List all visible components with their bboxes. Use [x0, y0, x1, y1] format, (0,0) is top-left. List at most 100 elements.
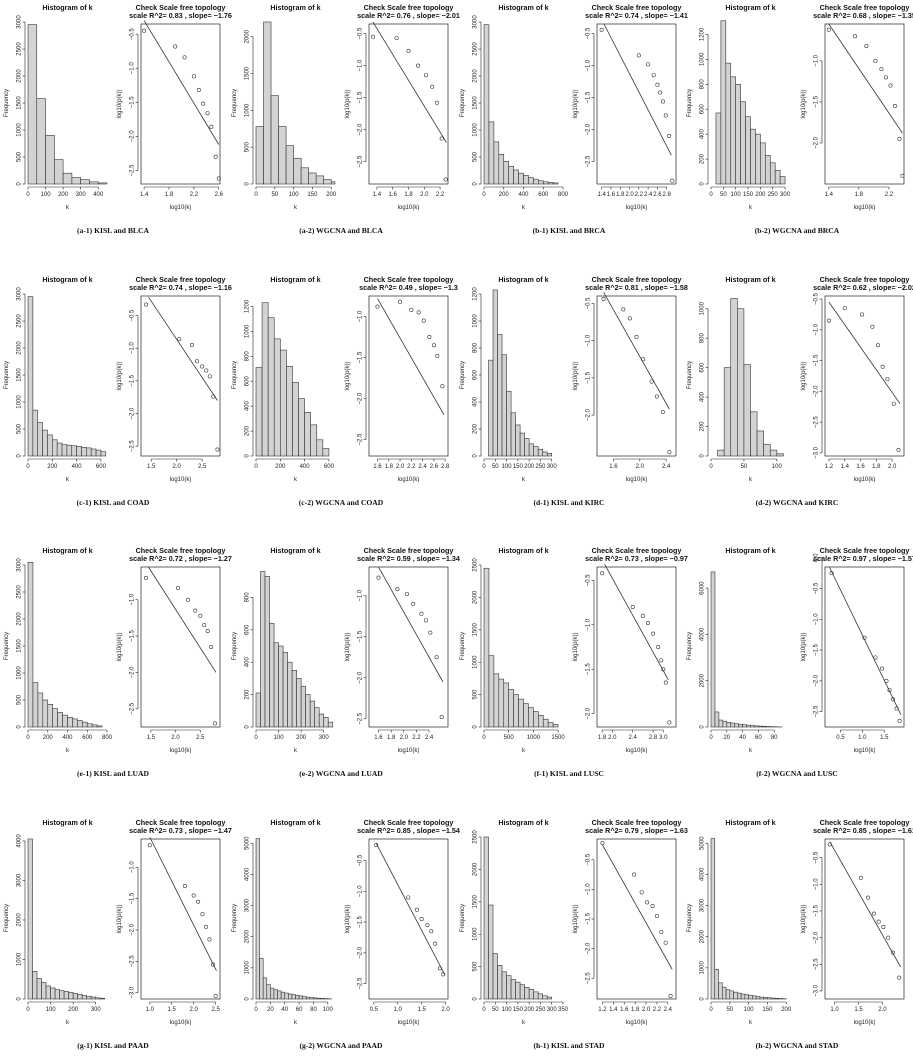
y-axis-label: Frequency	[232, 632, 238, 660]
y-tick-label: −1.0	[358, 885, 364, 898]
x-tick-label: 1.8	[404, 192, 413, 198]
y-tick-label: 1000	[245, 103, 251, 117]
regression-line	[604, 564, 669, 681]
y-tick-label: −1.0	[586, 618, 592, 631]
histogram-bar	[730, 722, 736, 728]
x-tick-label: 2.0	[878, 1007, 887, 1013]
histogram-bar	[769, 162, 776, 185]
x-tick-label: 3.0	[659, 735, 668, 741]
y-tick-label: 1000	[17, 395, 23, 409]
y-tick-label: 0	[17, 182, 23, 186]
panel-subtitle: scale R^2= 0.97 , slope= −1.57	[813, 554, 913, 563]
y-tick-label: −0.5	[814, 582, 820, 595]
histogram-bar	[767, 997, 772, 1000]
histogram-bar	[288, 993, 293, 1000]
data-point	[193, 608, 198, 613]
histogram-bar	[740, 101, 746, 185]
histogram-bar	[91, 724, 98, 728]
histogram-bar	[733, 991, 738, 1000]
histogram-bar	[513, 694, 519, 728]
histogram-bar	[95, 449, 102, 457]
data-point	[663, 940, 668, 945]
panel-caption: (d-1) KISL and KIRC	[533, 498, 604, 507]
histogram-bar	[710, 838, 716, 1000]
histogram-bar	[295, 994, 300, 1000]
histogram-bar	[483, 24, 490, 185]
x-axis-label: k	[522, 205, 526, 211]
regression-line	[378, 566, 444, 683]
histogram-bar	[492, 289, 498, 457]
y-tick-label: 600	[700, 362, 706, 373]
panel-subtitle: scale R^2= 0.74 , slope= −1.16	[129, 283, 232, 292]
x-tick-label: 250	[768, 192, 779, 198]
plot-frame	[824, 23, 905, 185]
y-tick-label: 800	[700, 333, 706, 344]
y-tick-label: 3000	[245, 898, 251, 912]
panel-subtitle: scale R^2= 0.85 , slope= −1.61	[813, 826, 913, 835]
y-axis-label: log10(p(k))	[801, 904, 807, 933]
y-tick-label: −1.0	[130, 593, 136, 606]
y-axis-label: Frequency	[460, 89, 466, 117]
y-tick-label: −1.5	[814, 904, 820, 917]
histogram-bar	[278, 126, 287, 185]
x-tick-label: 1.8	[165, 192, 174, 198]
x-axis-label: log10(k)	[398, 477, 420, 483]
histogram-bar	[758, 725, 763, 728]
data-point	[853, 34, 858, 39]
histogram-bar	[68, 991, 74, 1000]
histogram-bar	[62, 714, 68, 728]
histogram-bar	[763, 443, 771, 457]
x-tick-label: 1.0	[858, 735, 867, 741]
x-tick-label: 2.6	[430, 464, 439, 470]
data-point	[376, 575, 381, 580]
y-tick-label: 400	[700, 391, 706, 402]
histogram-bar	[293, 157, 302, 185]
x-axis-label: log10(k)	[170, 477, 192, 483]
y-tick-label: 5000	[700, 836, 706, 850]
y-tick-label: 2000	[17, 341, 23, 355]
y-tick-label: 400	[245, 657, 251, 668]
histogram-bar	[255, 126, 264, 185]
plot-frame	[140, 566, 221, 728]
y-tick-label: −2.5	[358, 977, 364, 990]
histogram-bar	[723, 367, 732, 457]
data-point	[873, 655, 878, 660]
x-tick-label: 300	[780, 192, 791, 198]
histogram-bar	[498, 678, 505, 728]
x-tick-label: 250	[535, 1007, 546, 1013]
y-tick-label: −2.0	[358, 946, 364, 959]
y-tick-label: −2.0	[586, 408, 592, 421]
panel-m1: Histogram of k 0 100 200 300 k 0 1000 2000 3000 40…	[4, 818, 106, 1026]
histogram-bar	[742, 724, 747, 728]
histogram-bar	[488, 121, 495, 185]
panel-d1: Histogram of k0 50 100 150 200 250 300k0200400…	[687, 3, 791, 211]
histogram-bar	[717, 449, 725, 457]
data-point	[875, 343, 880, 348]
panel-title: Check Scale free topology	[364, 3, 454, 12]
y-tick-label: 1000	[245, 324, 251, 338]
histogram-bar	[308, 172, 317, 185]
y-tick-label: −2.0	[814, 674, 820, 687]
histogram-bar	[86, 447, 92, 457]
y-tick-label: 2500	[17, 585, 23, 599]
x-tick-label: 1.0	[394, 1007, 403, 1013]
histogram-bar	[523, 703, 529, 728]
y-axis-label: Frequency	[4, 632, 10, 660]
x-tick-label: 250	[535, 464, 546, 470]
data-point	[142, 28, 147, 33]
x-tick-label: 2.0	[396, 464, 405, 470]
histogram-bar	[528, 988, 534, 1000]
y-tick-label: −2.5	[814, 416, 820, 429]
panel-o1: Histogram of k 0 50 100 150 200 250 300 350 k 0 500…	[460, 818, 569, 1026]
histogram-bar	[52, 708, 58, 728]
y-tick-label: −1.0	[814, 878, 820, 891]
y-tick-label: 0	[700, 997, 706, 1001]
x-axis-label: log10(k)	[626, 748, 648, 754]
panel-caption: (g-1) KISL and PAAD	[77, 1041, 149, 1050]
y-tick-label: 0	[473, 454, 479, 458]
histogram-bar	[282, 652, 288, 728]
histogram-bar	[735, 84, 741, 185]
data-point	[196, 899, 201, 904]
